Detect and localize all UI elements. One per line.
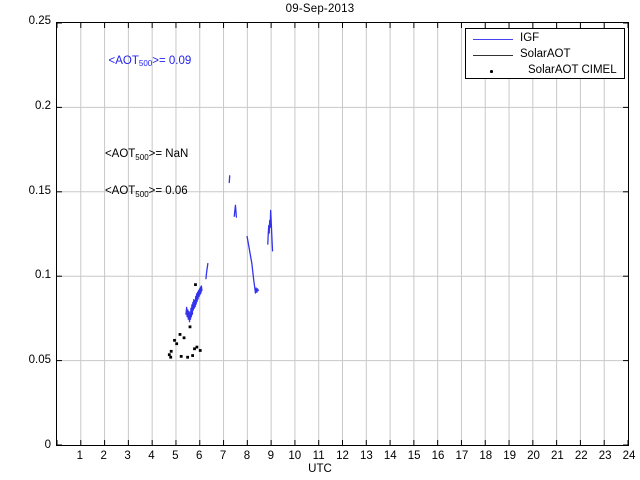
aot-mean-annotation: <AOT500>= 0.06: [104, 185, 188, 199]
legend-item-solaraot-cimel[interactable]: SolarAOT CIMEL: [466, 63, 626, 80]
annotation-subscript: 500: [138, 59, 153, 69]
x-tick-label: 16: [431, 450, 445, 462]
x-tick-label: 2: [100, 450, 107, 462]
annotation-subscript: 500: [135, 152, 149, 162]
annotation-value: >= 0.09: [152, 54, 192, 67]
y-tick-label: 0.15: [28, 184, 51, 197]
chart-title: 09-Sep-2013: [285, 3, 355, 15]
x-tick-label: 4: [148, 450, 155, 462]
annotation-prefix: <AOT: [104, 185, 136, 198]
x-tick-label: 22: [574, 450, 588, 462]
x-tick-label: 12: [336, 450, 349, 462]
legend-line-swatch: [473, 55, 513, 57]
data-layer: [167, 175, 274, 359]
x-axis-label: UTC: [308, 463, 332, 475]
legend-line-swatch: [473, 39, 513, 41]
x-tick-label: 6: [196, 450, 203, 462]
y-tick-label: 0.05: [28, 354, 51, 367]
x-tick-label: 13: [359, 450, 373, 462]
x-tick-label: 20: [527, 450, 540, 462]
legend-item-solaraot[interactable]: SolarAOT: [466, 47, 626, 64]
x-tick-label: 1: [76, 450, 84, 462]
x-tick-label: 9: [267, 450, 275, 462]
y-tick-label: 0: [44, 439, 51, 451]
legend-item-igf[interactable]: IGF: [466, 31, 626, 48]
legend-label: SolarAOT CIMEL: [528, 64, 617, 76]
legend-label: SolarAOT: [520, 48, 571, 60]
x-tick-label: 7: [219, 450, 227, 462]
x-tick-label: 15: [407, 450, 421, 462]
aot-mean-annotation: <AOT500>= 0.09: [108, 54, 192, 69]
x-tick-label: 19: [503, 450, 517, 462]
aot-mean-annotation: <AOT500>= NaN: [104, 148, 189, 162]
grid-layer: [57, 23, 628, 445]
y-tick-label: 0.25: [28, 15, 51, 27]
x-tick-label: 17: [455, 450, 469, 462]
x-tick-label: 3: [124, 450, 131, 462]
legend-dot-marker-icon: [490, 70, 493, 73]
legend-box[interactable]: IGF SolarAOT SolarAOT CIMEL: [465, 28, 625, 79]
x-tick-label: 23: [598, 450, 612, 462]
x-tick-label: 18: [479, 450, 493, 462]
y-axis-ticks: 0 0.05 0.1 0.15 0.2 0.25: [0, 0, 51, 480]
y-tick-label: 0.2: [35, 99, 51, 112]
annotation-prefix: <AOT: [108, 54, 139, 67]
annotation-value: >= 0.06: [148, 185, 188, 198]
x-tick-label: 14: [383, 450, 397, 462]
annotation-subscript: 500: [135, 189, 149, 199]
x-tick-label: 8: [243, 450, 251, 462]
x-tick-label: 21: [550, 450, 564, 462]
x-tick-label: 24: [622, 450, 636, 462]
x-tick-label: 5: [172, 450, 179, 462]
annotation-prefix: <AOT: [104, 148, 136, 161]
x-tick-label: 10: [288, 450, 302, 462]
y-tick-label: 0.1: [35, 269, 51, 282]
legend-label: IGF: [520, 32, 540, 44]
annotation-value: >= NaN: [148, 148, 189, 161]
plot-area[interactable]: [56, 22, 629, 446]
x-tick-label: 11: [312, 450, 325, 462]
